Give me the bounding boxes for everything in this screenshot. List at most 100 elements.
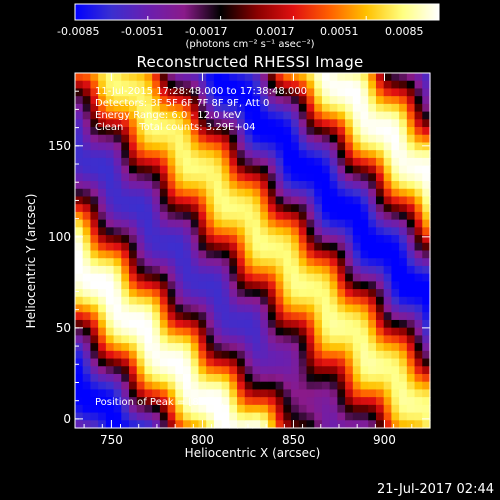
heatmap-cell — [345, 250, 354, 259]
heatmap-cell — [198, 327, 207, 336]
heatmap-cell — [221, 119, 230, 128]
heatmap-cell — [213, 211, 223, 221]
heatmap-cell — [275, 227, 284, 236]
heatmap-cell — [159, 127, 169, 136]
heatmap-cell — [422, 235, 431, 244]
heatmap-cell — [237, 235, 246, 244]
heatmap-cell — [360, 273, 369, 282]
heatmap-cell — [198, 211, 207, 221]
heatmap-cell — [221, 335, 230, 344]
heatmap-cell — [291, 157, 300, 167]
heatmap-cell — [213, 358, 223, 367]
heatmap-cell — [414, 134, 423, 144]
heatmap-cell — [152, 173, 161, 182]
heatmap-cell — [198, 281, 207, 290]
heatmap-cell — [244, 173, 254, 182]
heatmap-cell — [229, 358, 238, 367]
heatmap-cell — [82, 358, 92, 367]
heatmap-cell — [375, 80, 385, 90]
heatmap-cell — [391, 96, 400, 105]
heatmap-cell — [391, 312, 400, 321]
heatmap-cell — [237, 281, 246, 290]
y-tick-label: 50 — [56, 321, 71, 335]
heatmap-cell — [159, 319, 169, 329]
heatmap-cell — [329, 173, 338, 182]
heatmap-cell — [275, 134, 284, 144]
heatmap-cell — [198, 142, 207, 151]
heatmap-cell — [283, 296, 292, 306]
heatmap-cell — [90, 366, 99, 375]
heatmap-cell — [198, 204, 207, 213]
heatmap-cell — [383, 312, 393, 321]
heatmap-cell — [113, 96, 122, 105]
heatmap-cell — [90, 350, 99, 360]
heatmap-cell — [267, 296, 277, 306]
heatmap-cell — [321, 296, 331, 306]
heatmap-cell — [406, 134, 416, 144]
heatmap-cell — [167, 343, 176, 352]
heatmap-cell — [422, 281, 431, 290]
heatmap-cell — [329, 335, 338, 344]
heatmap-cell — [144, 119, 153, 128]
heatmap-cell — [159, 381, 169, 391]
heatmap-cell — [244, 404, 254, 414]
heatmap-cell — [383, 196, 393, 205]
heatmap-cell — [360, 319, 369, 329]
heatmap-cell — [152, 296, 161, 306]
heatmap-cell — [144, 412, 153, 421]
heatmap-cell — [267, 165, 277, 174]
heatmap-cell — [75, 304, 84, 313]
heatmap-cell — [260, 111, 269, 120]
heatmap-cell — [244, 373, 254, 383]
heatmap-cell — [345, 150, 354, 159]
heatmap-cell — [213, 273, 223, 282]
heatmap-cell — [267, 204, 277, 213]
heatmap-cell — [82, 204, 92, 213]
heatmap-cell — [105, 258, 115, 267]
heatmap-cell — [152, 319, 161, 329]
heatmap-cell — [345, 404, 354, 414]
heatmap-cell — [321, 165, 331, 174]
heatmap-cell — [314, 373, 323, 383]
heatmap-cell — [360, 420, 369, 429]
heatmap-cell — [213, 281, 223, 290]
heatmap-cell — [190, 381, 200, 391]
heatmap-cell — [75, 242, 84, 252]
heatmap-cell — [82, 157, 92, 167]
heatmap-cell — [391, 150, 400, 159]
heatmap-cell — [252, 420, 261, 429]
heatmap-cell — [229, 119, 238, 128]
heatmap-cell — [152, 397, 161, 406]
heatmap-cell — [175, 88, 184, 97]
heatmap-cell — [360, 381, 369, 391]
heatmap-cell — [368, 296, 377, 306]
heatmap-cell — [391, 88, 400, 97]
heatmap-cell — [98, 142, 107, 151]
heatmap-cell — [121, 335, 130, 344]
heatmap-cell — [98, 188, 107, 198]
heatmap-cell — [360, 397, 369, 406]
heatmap-cell — [90, 289, 99, 298]
heatmap-cell — [159, 389, 169, 398]
heatmap-cell — [82, 289, 92, 298]
heatmap-cell — [306, 358, 315, 367]
heatmap-cell — [82, 119, 92, 128]
heatmap-cell — [198, 235, 207, 244]
heatmap-cell — [90, 157, 99, 167]
heatmap-cell — [368, 188, 377, 198]
heatmap-cell — [167, 381, 176, 391]
heatmap-cell — [252, 397, 261, 406]
heatmap-cell — [391, 219, 400, 228]
heatmap-cell — [136, 404, 146, 414]
heatmap-cell — [183, 265, 192, 275]
heatmap-cell — [337, 142, 346, 151]
heatmap-cell — [190, 258, 200, 267]
heatmap-cell — [221, 258, 230, 267]
heatmap-cell — [129, 412, 138, 421]
heatmap-cell — [90, 281, 99, 290]
heatmap-cell — [229, 312, 238, 321]
heatmap-cell — [275, 312, 284, 321]
heatmap-cell — [314, 420, 323, 429]
heatmap-cell — [175, 134, 184, 144]
heatmap-cell — [159, 397, 169, 406]
